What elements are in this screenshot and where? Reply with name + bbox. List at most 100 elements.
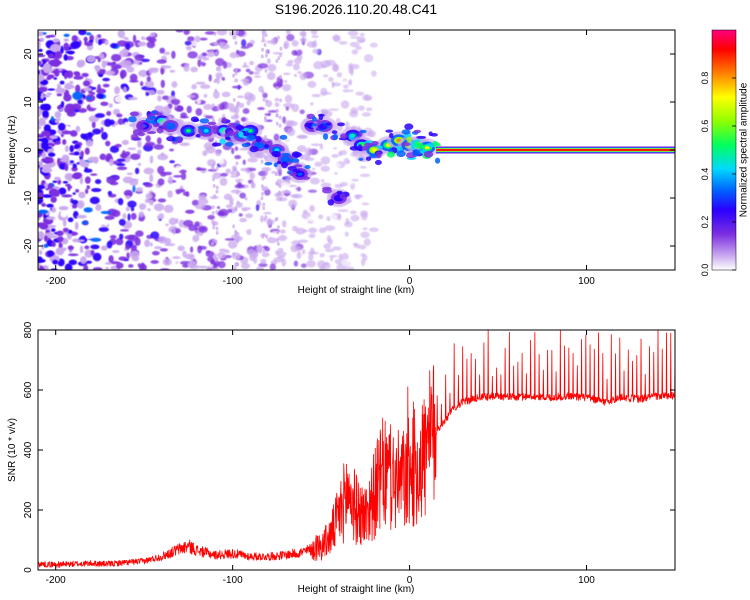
heatmap-noise-cell [157, 198, 167, 203]
heatmap-noise-cell [84, 245, 90, 250]
heatmap-ridge-speckle [336, 190, 343, 195]
heatmap-ridge-speckle [348, 133, 354, 141]
heatmap-noise-cell [55, 247, 65, 256]
heatmap-noise-cell [147, 208, 151, 211]
heatmap-noise-cell [127, 147, 137, 151]
heatmap-streak-cell [264, 53, 268, 58]
heatmap-ridge-speckle [385, 129, 394, 133]
heatmap-noise-cell [104, 39, 109, 45]
heatmap-streak-cell [215, 189, 219, 194]
heatmap-noise-cell [149, 155, 154, 164]
heatmap-noise-cell [230, 206, 236, 215]
heatmap-noise-cell [171, 50, 176, 59]
heatmap-noise-cell [137, 149, 142, 156]
heatmap-noise-cell [167, 95, 177, 100]
heatmap-noise-cell [50, 116, 54, 122]
heatmap-streak-cell [276, 238, 280, 243]
heatmap-ridge-speckle [281, 161, 288, 169]
heatmap-noise-cell [219, 177, 228, 186]
snr-series-line [38, 330, 675, 568]
heatmap-noise-cell [205, 250, 211, 254]
heatmap-noise-cell [97, 57, 101, 63]
heatmap-noise-cell [105, 267, 110, 270]
heatmap-ridge-speckle [322, 133, 329, 141]
heatmap-noise-cell [340, 258, 351, 267]
heatmap-noise-cell [90, 173, 98, 176]
heatmap-noise-cell [310, 143, 322, 147]
heatmap-streak-cell [232, 73, 236, 78]
heatmap-noise-cell [84, 133, 95, 136]
heatmap-noise-cell [286, 136, 293, 144]
heatmap-noise-cell [152, 250, 160, 256]
heatmap-streak-cell [276, 192, 280, 197]
heatmap-noise-cell [183, 30, 190, 35]
heatmap-noise-cell [125, 42, 131, 50]
heatmap-noise-cell [59, 80, 65, 85]
heatmap-noise-cell [76, 214, 87, 219]
heatmap-streak-cell [236, 256, 240, 261]
heatmap-noise-cell [359, 165, 367, 169]
heatmap-streak-cell [214, 78, 218, 83]
heatmap-noise-cell [150, 260, 159, 264]
heatmap-noise-cell [110, 64, 122, 70]
heatmap-noise-cell [334, 183, 344, 189]
heatmap-noise-cell [71, 35, 78, 43]
heatmap-streak-cell [211, 219, 215, 224]
heatmap-noise-cell [38, 31, 44, 37]
heatmap-noise-cell [244, 226, 250, 230]
heatmap-noise-cell [226, 102, 235, 110]
heatmap-noise-cell [80, 256, 87, 265]
heatmap-noise-cell [323, 51, 330, 57]
heatmap-streak-cell [275, 86, 279, 91]
heatmap-noise-cell [110, 53, 122, 62]
heatmap-noise-cell [63, 93, 72, 102]
heatmap-noise-cell [295, 227, 306, 235]
heatmap-noise-cell [135, 230, 144, 237]
heatmap-noise-cell [240, 117, 246, 122]
heatmap-noise-cell [349, 41, 360, 48]
heatmap-noise-cell [41, 140, 49, 150]
heatmap-noise-cell [250, 180, 255, 189]
heatmap-noise-cell [332, 246, 342, 251]
heatmap-noise-cell [55, 87, 66, 94]
heatmap-noise-cell [369, 42, 378, 48]
heatmap-noise-cell [214, 149, 222, 157]
heatmap-noise-cell [220, 172, 228, 177]
heatmap-streak-cell [235, 30, 239, 34]
heatmap-noise-cell [340, 100, 350, 109]
heatmap-noise-cell [358, 39, 366, 43]
heatmap-noise-cell [253, 75, 262, 78]
x-tick-label: 100 [578, 276, 595, 287]
y-tick-label: -10 [23, 190, 34, 205]
heatmap-noise-cell [43, 63, 51, 68]
heatmap-noise-cell [241, 262, 251, 269]
heatmap-noise-cell [160, 79, 166, 88]
heatmap-noise-cell [210, 259, 215, 265]
heatmap-noise-cell [71, 173, 81, 180]
heatmap-noise-cell [320, 179, 325, 183]
heatmap-noise-cell [342, 89, 351, 93]
heatmap-noise-cell [143, 33, 148, 38]
heatmap-noise-cell [105, 140, 111, 147]
heatmap-noise-cell [121, 139, 129, 145]
heatmap-streak-cell [279, 98, 283, 103]
heatmap-ridge-speckle [193, 118, 200, 122]
heatmap-noise-cell [69, 80, 74, 85]
heatmap-ridge-speckle [235, 125, 245, 131]
heatmap-ridge-speckle [219, 138, 226, 145]
heatmap-ridge-speckle [221, 117, 227, 123]
heatmap-streak-cell [278, 166, 282, 171]
heatmap-noise-cell [89, 34, 95, 42]
heatmap-noise-cell [157, 178, 165, 186]
heatmap-noise-cell [47, 88, 56, 91]
heatmap-noise-cell [85, 232, 96, 240]
heatmap-noise-cell [245, 213, 253, 219]
heatmap-noise-cell [62, 227, 69, 233]
heatmap-noise-cell [175, 208, 187, 211]
heatmap-streak-cell [237, 172, 241, 177]
heatmap-noise-cell [144, 80, 155, 88]
heatmap-noise-cell [162, 95, 170, 100]
heatmap-streak-cell [232, 252, 236, 257]
heatmap-noise-cell [134, 167, 140, 175]
heatmap-ridge-speckle [290, 158, 300, 163]
